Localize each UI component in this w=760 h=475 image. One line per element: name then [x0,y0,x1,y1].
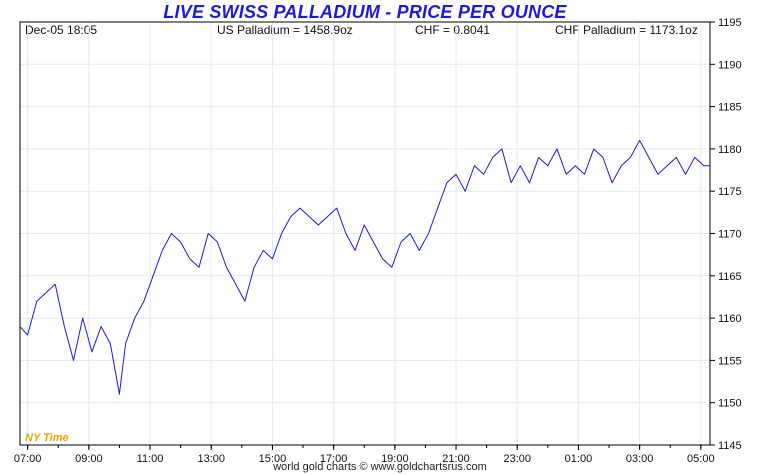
x-tick-label: 11:00 [137,453,164,465]
x-tick-label: 23:00 [503,453,531,465]
x-tick-label: 15:00 [259,453,287,465]
chart-title: LIVE SWISS PALLADIUM - PRICE PER OUNCE [163,2,567,22]
datetime-label: Dec-05 18:05 [25,23,98,37]
y-tick-label: 1155 [718,355,742,367]
y-tick-label: 1170 [718,229,742,241]
footer-credit: world gold charts © www.goldchartsrus.co… [273,461,487,473]
x-tick-label: 01:00 [565,453,593,465]
x-axis: 07:00 09:00 11:00 13:00 15:00 17:00 19:00 21:00… [14,445,715,465]
y-tick-label: 1165 [718,271,742,283]
x-tick-label: 13:00 [197,453,225,465]
price-line [19,139,710,395]
y-tick-label: 1150 [718,398,742,410]
x-tick-label: 19:00 [381,453,409,465]
x-tick-label: 03:00 [626,453,654,465]
y-tick-label: 1190 [718,59,742,71]
y-axis: 1145 1150 1155 1160 1165 1170 1175 1180 1185 1190… [710,17,742,452]
y-tick-label: 1195 [718,17,742,29]
chf-rate-label: CHF = 0.8041 [415,23,491,37]
gridlines [20,22,710,445]
y-tick-label: 1145 [718,440,742,452]
us-price-label: US Palladium = 1458.9oz [217,23,353,37]
x-tick-label: 21:00 [442,453,470,465]
y-tick-label: 1160 [718,313,742,325]
chf-price-label: CHF Palladium = 1173.1oz [555,23,698,37]
y-tick-label: 1175 [718,186,742,198]
y-tick-label: 1185 [718,102,742,114]
x-tick-label: 17:00 [320,453,348,465]
x-tick-label: 09:00 [75,453,103,465]
y-tick-label: 1180 [718,144,742,156]
timezone-label: NY Time [25,432,69,444]
x-tick-label: 07:00 [14,453,42,465]
x-tick-label: 05:00 [687,453,715,465]
